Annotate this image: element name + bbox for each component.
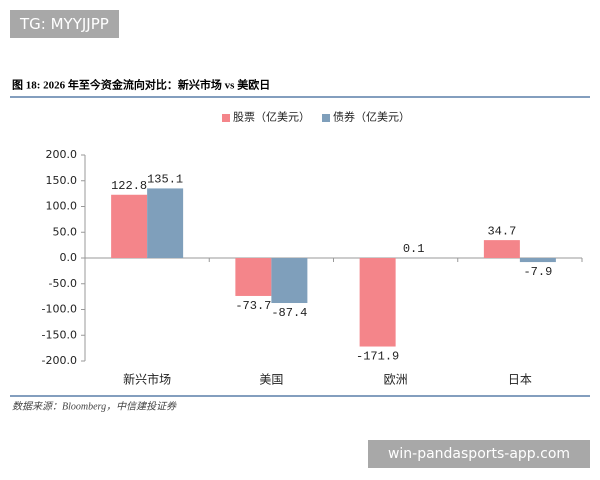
- y-tick-label: 150.0: [46, 174, 78, 187]
- legend-swatch: [322, 114, 330, 122]
- bar: [519, 258, 556, 263]
- y-tick-label: -100.0: [42, 303, 77, 316]
- y-tick-label: 0.0: [60, 251, 78, 264]
- data-label: -73.7: [235, 299, 271, 313]
- y-tick-label: -50.0: [49, 277, 77, 290]
- y-tick-label: 50.0: [53, 225, 78, 238]
- data-label: 122.8: [111, 179, 147, 193]
- chart-title: 图 18: 2026 年至今资金流向对比：新兴市场 vs 美欧日: [12, 78, 270, 92]
- data-label: -7.9: [523, 265, 552, 279]
- bar: [111, 194, 148, 258]
- watermark: TG: MYYJJPP: [10, 10, 119, 38]
- data-label: -171.9: [356, 350, 399, 364]
- y-tick-label: 200.0: [46, 148, 78, 161]
- data-label: 34.7: [487, 224, 516, 238]
- bar: [483, 240, 520, 258]
- legend-label: 债券（亿美元）: [333, 110, 410, 124]
- y-tick-label: 100.0: [46, 200, 78, 213]
- x-tick-label: 美国: [259, 373, 283, 387]
- data-label: 135.1: [147, 173, 183, 187]
- bar: [359, 258, 396, 347]
- bar: [147, 188, 184, 258]
- watermark: win-pandasports-app.com: [368, 440, 590, 468]
- legend-swatch: [222, 114, 230, 122]
- x-tick-label: 日本: [508, 373, 532, 387]
- bar: [271, 258, 308, 304]
- data-label: -87.4: [271, 306, 307, 320]
- x-tick-label: 欧洲: [384, 373, 408, 387]
- source-note: 数据来源：Bloomberg，中信建投证券: [12, 400, 177, 412]
- legend-label: 股票（亿美元）: [233, 111, 310, 124]
- y-tick-label: -200.0: [42, 354, 77, 367]
- data-label: 0.1: [403, 242, 425, 256]
- bar: [235, 258, 272, 296]
- y-tick-label: -150.0: [42, 328, 77, 341]
- x-tick-label: 新兴市场: [123, 372, 171, 387]
